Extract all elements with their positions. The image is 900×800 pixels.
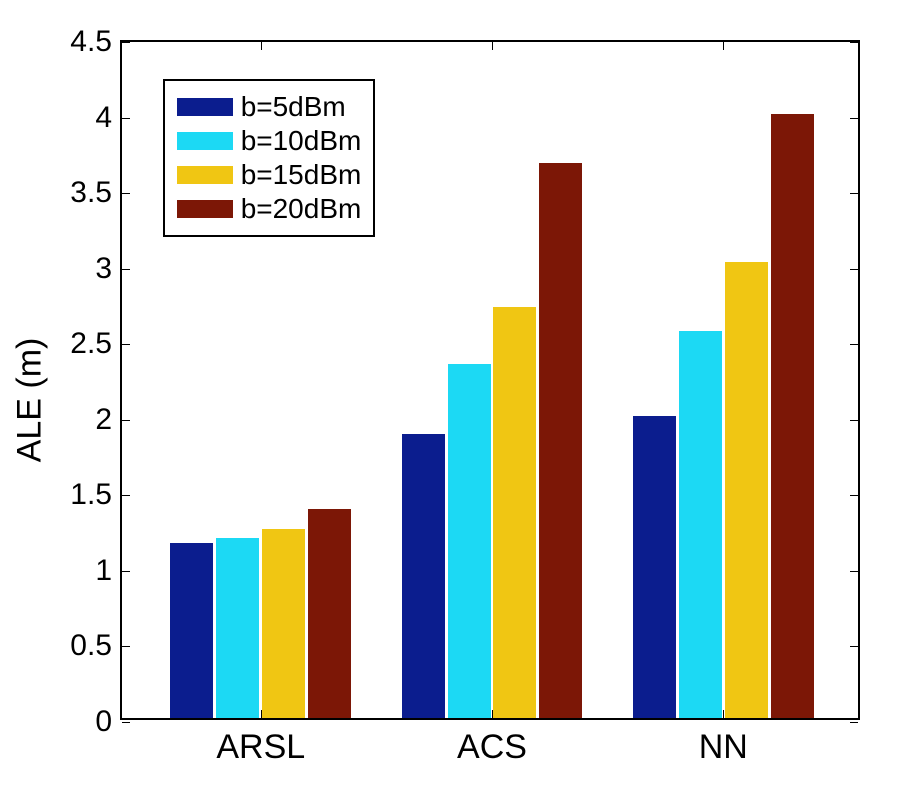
x-tick-label: NN bbox=[699, 728, 748, 767]
legend-swatch bbox=[177, 200, 233, 218]
y-tick-mark bbox=[850, 42, 858, 43]
y-tick-mark bbox=[850, 646, 858, 647]
y-tick-mark bbox=[122, 42, 130, 43]
bar bbox=[633, 416, 676, 718]
y-tick-label: 2.5 bbox=[70, 327, 112, 361]
bar bbox=[170, 543, 213, 718]
bar bbox=[725, 262, 768, 718]
legend-swatch bbox=[177, 166, 233, 184]
bar bbox=[448, 364, 491, 718]
y-tick-mark bbox=[850, 571, 858, 572]
legend-swatch bbox=[177, 132, 233, 150]
legend-swatch bbox=[177, 98, 233, 116]
legend: b=5dBmb=10dBmb=15dBmb=20dBm bbox=[163, 79, 376, 237]
y-tick-mark bbox=[122, 646, 130, 647]
y-tick-label: 3.5 bbox=[70, 176, 112, 210]
y-tick-mark bbox=[122, 571, 130, 572]
x-tick-label: ARSL bbox=[216, 728, 305, 767]
x-tick-mark bbox=[492, 42, 493, 50]
y-tick-mark bbox=[850, 344, 858, 345]
legend-item: b=5dBm bbox=[177, 91, 362, 123]
y-tick-mark bbox=[122, 722, 130, 723]
y-tick-mark bbox=[850, 495, 858, 496]
y-tick-mark bbox=[850, 269, 858, 270]
y-tick-mark bbox=[122, 269, 130, 270]
y-tick-label: 0.5 bbox=[70, 629, 112, 663]
bar bbox=[216, 538, 259, 718]
legend-item: b=20dBm bbox=[177, 193, 362, 225]
y-tick-mark bbox=[850, 722, 858, 723]
y-tick-mark bbox=[122, 495, 130, 496]
chart-container: 00.511.522.533.544.5ARSLACSNNb=5dBmb=10d… bbox=[120, 40, 860, 720]
y-tick-label: 0 bbox=[95, 705, 112, 739]
y-tick-label: 4 bbox=[95, 101, 112, 135]
y-tick-label: 4.5 bbox=[70, 25, 112, 59]
legend-label: b=10dBm bbox=[241, 125, 362, 157]
y-tick-label: 2 bbox=[95, 403, 112, 437]
y-axis-label: ALE (m) bbox=[11, 338, 50, 463]
legend-label: b=15dBm bbox=[241, 159, 362, 191]
bar bbox=[771, 114, 814, 718]
bar bbox=[493, 307, 536, 718]
y-tick-mark bbox=[850, 193, 858, 194]
y-tick-mark bbox=[850, 420, 858, 421]
bar bbox=[402, 434, 445, 718]
y-tick-mark bbox=[122, 344, 130, 345]
bar bbox=[308, 509, 351, 718]
plot-area: 00.511.522.533.544.5ARSLACSNNb=5dBmb=10d… bbox=[120, 40, 860, 720]
legend-item: b=10dBm bbox=[177, 125, 362, 157]
y-tick-mark bbox=[122, 118, 130, 119]
legend-item: b=15dBm bbox=[177, 159, 362, 191]
legend-label: b=5dBm bbox=[241, 91, 346, 123]
bar bbox=[262, 529, 305, 718]
y-tick-label: 3 bbox=[95, 252, 112, 286]
x-tick-mark bbox=[261, 42, 262, 50]
bar bbox=[539, 163, 582, 718]
x-tick-label: ACS bbox=[457, 728, 527, 767]
y-tick-label: 1 bbox=[95, 554, 112, 588]
y-tick-mark bbox=[122, 420, 130, 421]
bar bbox=[679, 331, 722, 718]
y-tick-label: 1.5 bbox=[70, 478, 112, 512]
x-tick-mark bbox=[723, 42, 724, 50]
legend-label: b=20dBm bbox=[241, 193, 362, 225]
y-tick-mark bbox=[850, 118, 858, 119]
y-tick-mark bbox=[122, 193, 130, 194]
